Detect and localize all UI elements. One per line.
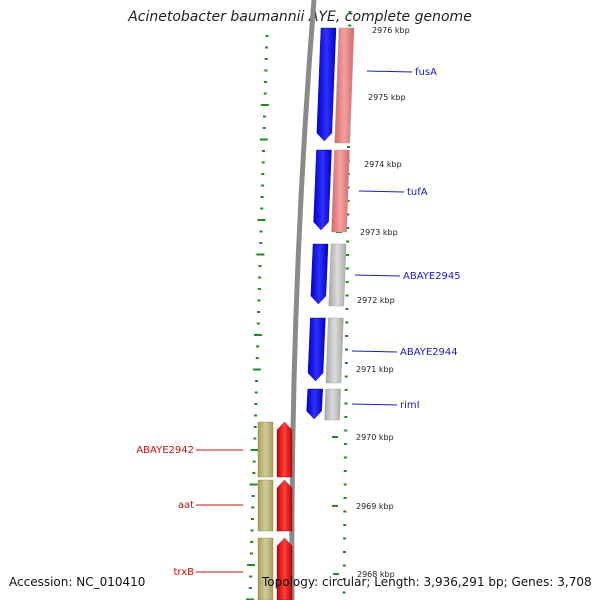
ruler-tick-label: 2968 kbp <box>357 570 395 579</box>
reverse-gene-arrow <box>276 421 293 478</box>
reverse-gene-arrow <box>276 479 293 532</box>
ruler-tick-label: 2970 kbp <box>356 433 394 442</box>
gene-leader-line <box>366 70 413 73</box>
forward-gene-arrow <box>307 317 326 382</box>
gene-label: ABAYE2944 <box>400 347 458 358</box>
forward-gene-track <box>306 27 337 420</box>
cog-block <box>257 479 274 532</box>
gene-leader-line <box>358 190 405 193</box>
gene-leader-line <box>354 274 401 277</box>
genome-summary: Topology: circular; Length: 3,936,291 bp… <box>262 575 592 589</box>
ruler-tick-label: 2972 kbp <box>357 296 395 305</box>
cog-block <box>328 243 347 307</box>
forward-gene-arrow <box>316 27 337 142</box>
ruler-tick-label: 2973 kbp <box>360 228 398 237</box>
ruler-tick-label: 2971 kbp <box>356 365 394 374</box>
cog-block <box>257 421 274 478</box>
gene-leader-line <box>351 350 398 353</box>
ruler-tick-label: 2975 kbp <box>368 93 406 102</box>
gc-skew-track <box>246 35 269 600</box>
gene-leader-line <box>351 403 398 406</box>
ruler-tick-label: 2974 kbp <box>364 160 402 169</box>
forward-gene-arrow <box>306 388 323 420</box>
ruler-tick-label: 2976 kbp <box>372 26 410 35</box>
gene-label: trxB <box>173 567 194 578</box>
gene-label: fusA <box>415 67 437 78</box>
cog-block <box>334 27 355 144</box>
gene-label: aat <box>178 500 194 511</box>
accession-label: Accession: NC_010410 <box>9 575 146 589</box>
ruler-tick-label: 2969 kbp <box>356 502 394 511</box>
gene-label: ABAYE2945 <box>403 271 461 282</box>
cog-block <box>324 388 341 421</box>
reverse-gene-track <box>276 421 293 600</box>
cog-block <box>325 317 344 384</box>
kbp-ruler: 2976 kbp 2975 kbp 2974 kbp 2973 kbp 2972 kbp… <box>332 11 410 594</box>
gene-label: ABAYE2942 <box>136 445 194 456</box>
map-title: Acinetobacter baumannii AYE, complete ge… <box>128 9 472 25</box>
forward-gene-arrow <box>313 149 332 231</box>
cog-block <box>331 149 350 233</box>
reverse-gene-arrow <box>276 537 293 600</box>
genome-backbone <box>289 0 317 600</box>
cog-track <box>257 27 355 600</box>
gene-label: rimI <box>400 400 420 411</box>
gene-labels: fusA tufA ABAYE2945 ABAYE2944 rimI ABAYE2942 a… <box>136 67 460 578</box>
gene-label: tufA <box>407 187 428 198</box>
forward-gene-arrow <box>310 243 329 305</box>
cog-block <box>257 537 274 600</box>
